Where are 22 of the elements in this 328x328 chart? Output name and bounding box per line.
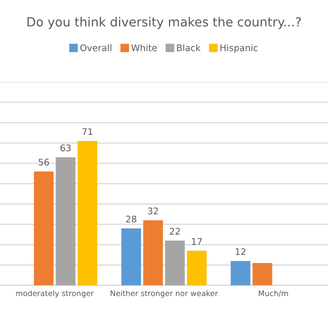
legend-label: Hispanic <box>220 44 258 53</box>
data-label: 71 <box>82 128 92 135</box>
bar <box>165 240 185 286</box>
bar <box>186 250 207 286</box>
bar <box>56 157 76 286</box>
data-label: 63 <box>60 144 71 152</box>
bar <box>121 228 142 286</box>
bar <box>34 171 54 286</box>
legend-label: Overall <box>80 44 112 52</box>
data-label: 22 <box>170 228 180 235</box>
chart-title: Do you think diversity makes the country...? <box>28 16 301 30</box>
data-label: 28 <box>126 216 136 223</box>
legend-label: White <box>131 44 157 52</box>
data-label: 56 <box>38 158 49 166</box>
data-label: 12 <box>236 248 246 255</box>
data-label: 32 <box>148 208 158 214</box>
legend-label: Black <box>177 44 201 52</box>
bar <box>78 140 98 286</box>
bar <box>230 260 250 286</box>
bar <box>252 262 272 286</box>
bar <box>143 220 163 286</box>
data-label: 17 <box>192 238 202 245</box>
